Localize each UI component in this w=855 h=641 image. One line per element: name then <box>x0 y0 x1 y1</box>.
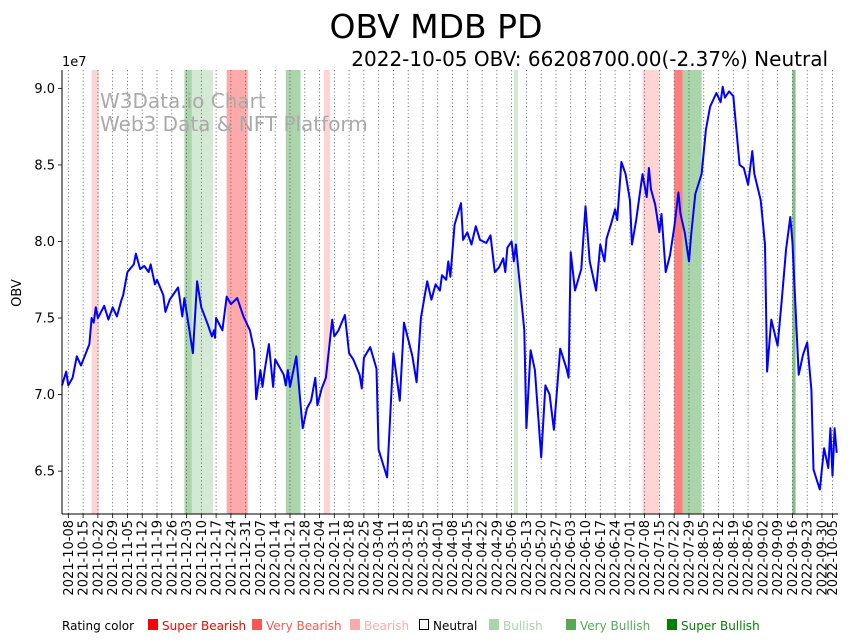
watermark-line-1: W3Data.io Chart <box>100 89 266 113</box>
legend-swatch-very-bearish <box>252 619 262 630</box>
x-tick-label: 2021-11-26 <box>165 520 180 596</box>
x-tick-label: 2022-01-07 <box>254 520 269 596</box>
x-tick-label: 2022-08-26 <box>742 520 757 596</box>
x-tick-label: 2022-09-23 <box>801 520 816 596</box>
y-tick-label: 9.0 <box>34 82 55 97</box>
rating-band-very-bearish <box>226 70 233 514</box>
legend-swatch-super-bullish <box>667 619 677 630</box>
rating-band-bearish <box>323 70 331 514</box>
chart-subtitle: 2022-10-05 OBV: 66208700.00(-2.37%) Neut… <box>351 47 828 71</box>
x-tick-label: 2021-11-12 <box>136 520 151 596</box>
y-tick-label: 7.0 <box>34 388 55 403</box>
x-tick-label: 2022-04-29 <box>490 520 505 596</box>
rating-band-bearish <box>642 70 660 514</box>
x-tick-label: 2022-07-01 <box>623 520 638 596</box>
x-tick-label: 2021-12-10 <box>195 520 210 596</box>
x-tick-label: 2022-02-04 <box>313 520 328 596</box>
x-tick-label: 2022-07-22 <box>668 520 683 596</box>
x-tick-label: 2022-06-03 <box>564 520 579 596</box>
x-tick-label: 2022-06-10 <box>579 520 594 596</box>
x-tick-label: 2021-12-24 <box>224 520 239 596</box>
x-tick-label: 2022-07-29 <box>682 520 697 596</box>
x-tick-label: 2022-04-08 <box>446 520 461 596</box>
x-tick-label: 2022-04-15 <box>461 520 476 596</box>
x-tick-label: 2021-10-29 <box>106 520 121 596</box>
x-tick-label: 2022-01-28 <box>298 520 313 596</box>
rating-band-very-bullish <box>184 70 192 514</box>
x-tick-label: 2022-09-16 <box>786 520 801 596</box>
x-tick-label: 2022-03-18 <box>402 520 417 596</box>
legend-swatch-super-bearish <box>148 619 158 630</box>
y-axis-label: OBV <box>10 279 25 307</box>
x-tick-label: 2022-03-11 <box>387 520 402 596</box>
obv-series-line <box>61 85 838 491</box>
rating-band-very-bullish <box>285 70 301 514</box>
x-tick-label: 2021-10-08 <box>62 520 77 596</box>
x-tick-label: 2021-12-17 <box>210 520 225 596</box>
legend-label-neutral: Neutral <box>433 619 477 633</box>
x-tick-label: 2021-12-03 <box>180 520 195 596</box>
x-gridlines <box>67 70 833 514</box>
y-tick-label: 7.5 <box>34 312 55 327</box>
rating-band-very-bearish <box>232 70 248 514</box>
x-tick-label: 2022-06-17 <box>594 520 609 596</box>
y-tick-label: 8.5 <box>34 158 55 173</box>
x-tick-label: 2022-04-01 <box>431 520 446 596</box>
legend-label-bullish: Bullish <box>503 619 543 633</box>
x-tick-label: 2022-05-13 <box>520 520 535 596</box>
y-tick-label: 6.5 <box>34 465 55 480</box>
x-tick-label: 2021-11-05 <box>121 520 136 596</box>
x-tick-label: 2022-03-04 <box>372 520 387 596</box>
x-tick-label: 2022-05-27 <box>549 520 564 596</box>
x-tick-label: 2022-08-12 <box>712 520 727 596</box>
x-tick-label: 2022-01-14 <box>269 520 284 596</box>
legend-swatch-bearish <box>350 619 360 630</box>
x-tick-label: 2022-08-19 <box>727 520 742 596</box>
legend: Rating color Super Bearish Very Bearish Bea… <box>62 619 760 633</box>
watermark-line-2: Web3 Data & NFT Platform <box>100 112 368 136</box>
legend-swatch-neutral <box>419 619 429 630</box>
x-tick-label: 2022-09-02 <box>756 520 771 596</box>
legend-title: Rating color <box>62 619 134 633</box>
chart-title: OBV MDB PD <box>330 7 543 46</box>
x-tick-label: 2021-11-19 <box>150 520 165 596</box>
x-tick-label: 2022-02-11 <box>328 520 343 596</box>
rating-band-very-bullish <box>682 70 702 514</box>
legend-label-bearish: Bearish <box>364 619 409 633</box>
legend-label-super-bullish: Super Bullish <box>681 619 760 633</box>
x-tick-label: 2021-10-15 <box>77 520 92 596</box>
x-tick-label: 2022-01-21 <box>283 520 298 596</box>
x-tick-label: 2021-12-31 <box>239 520 254 596</box>
x-tick-label: 2022-03-25 <box>416 520 431 596</box>
axes: 2021-10-08 2021-10-15 2021-10-22 2021-10-29… <box>34 70 841 596</box>
rating-band-bullish <box>191 70 213 514</box>
x-tick-label: 2022-02-18 <box>343 520 358 596</box>
legend-swatch-bullish <box>489 619 499 630</box>
x-tick-label: 2022-02-25 <box>357 520 372 596</box>
x-tick-label: 2022-07-08 <box>638 520 653 596</box>
x-tick-label: 2022-06-24 <box>609 520 624 596</box>
x-tick-label: 2022-08-05 <box>697 520 712 596</box>
y-tick-label: 8.0 <box>34 235 55 250</box>
x-tick-label: 2022-05-20 <box>535 520 550 596</box>
y-scale-label: 1e7 <box>62 55 87 70</box>
rating-band-super-bearish <box>674 70 683 514</box>
x-tick-label: 2022-09-09 <box>771 520 786 596</box>
rating-band-bullish <box>513 70 518 514</box>
legend-label-very-bearish: Very Bearish <box>266 619 342 633</box>
x-tick-label: 2021-10-22 <box>91 520 106 596</box>
x-tick-label: 2022-09-30 <box>815 520 830 596</box>
series-layer <box>61 85 838 491</box>
x-tick-label: 2022-07-15 <box>653 520 668 596</box>
legend-label-super-bearish: Super Bearish <box>162 619 246 633</box>
x-tick-label: 2022-04-22 <box>476 520 491 596</box>
legend-swatch-very-bullish <box>566 619 576 630</box>
x-tick-label: 2022-05-06 <box>505 520 520 596</box>
legend-label-very-bullish: Very Bullish <box>580 619 650 633</box>
rating-bands <box>91 70 796 514</box>
x-tick-label: 2022-10-05 <box>826 520 841 596</box>
rating-band-bearish <box>91 70 99 514</box>
